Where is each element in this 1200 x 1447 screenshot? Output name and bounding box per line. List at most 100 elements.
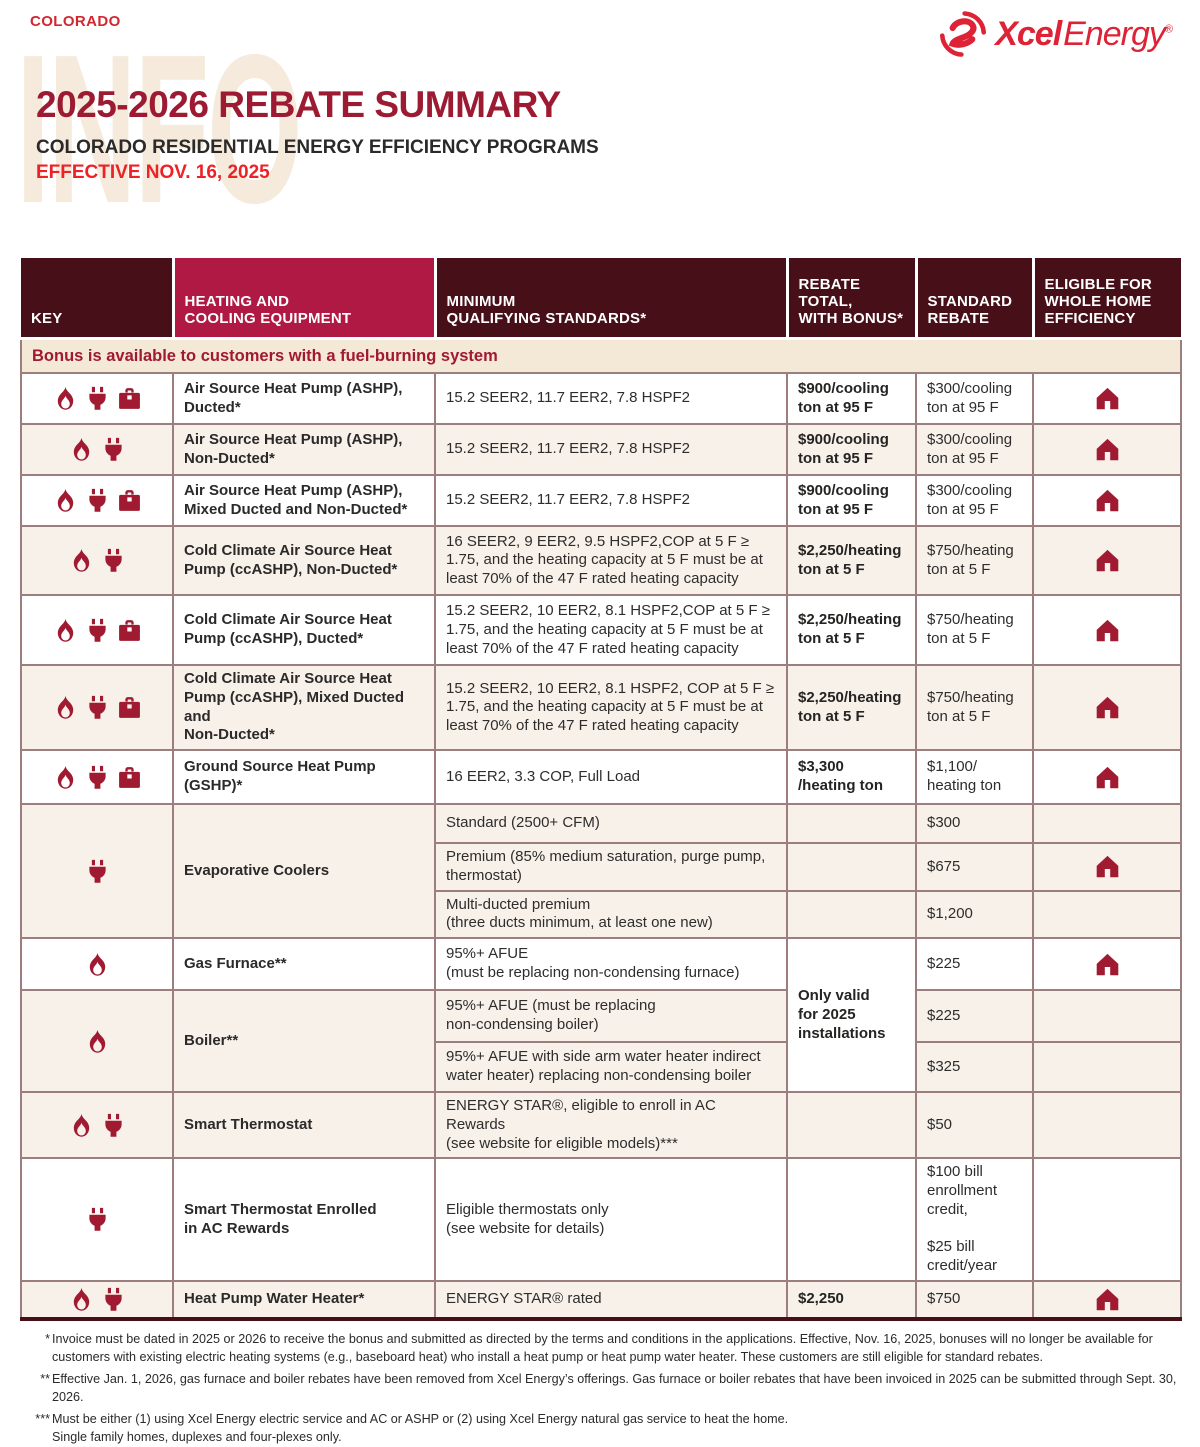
equipment-cell: Gas Furnace** — [172, 937, 436, 992]
flame-icon — [53, 618, 78, 643]
house-icon — [1094, 853, 1121, 880]
flame-icon — [69, 1113, 94, 1138]
key-cell — [20, 474, 174, 528]
standards-cell: Standard (2500+ CFM) — [434, 803, 788, 845]
key-cell — [20, 803, 174, 940]
footnote: * Invoice must be dated in 2025 or 2026 … — [20, 1331, 1180, 1366]
standard-rebate-cell: $225 — [915, 937, 1034, 992]
bonus-cell — [786, 1157, 917, 1282]
table-row-heat-pump-water-heater: Heat Pump Water Heater* ENERGY STAR® rat… — [20, 1279, 1182, 1320]
title-block: 2025-2026 REBATE SUMMARY COLORADO RESIDE… — [0, 0, 1200, 184]
rebate-table: KEY HEATING AND COOLING EQUIPMENT MINIMU… — [20, 258, 1182, 1321]
table-row-ccashp-non-ducted: Cold Climate Air Source Heat Pump (ccASH… — [20, 525, 1182, 597]
footnote-text: Must be either (1) using Xcel Energy ele… — [52, 1412, 789, 1444]
key-cell — [20, 937, 174, 992]
standards-cell: 95%+ AFUE (must be replacing non-condens… — [434, 937, 788, 992]
eligibility-cell — [1032, 803, 1182, 845]
table-header-row: KEY HEATING AND COOLING EQUIPMENT MINIMU… — [21, 258, 1181, 340]
plug-icon — [85, 765, 110, 790]
only-valid-2025-note: Only valid for 2025 installations — [786, 937, 917, 1094]
page-title: 2025-2026 REBATE SUMMARY — [36, 84, 561, 125]
toolbox-icon — [117, 618, 142, 643]
page-subtitle: COLORADO RESIDENTIAL ENERGY EFFICIENCY P… — [36, 137, 599, 158]
equipment-cell: Cold Climate Air Source Heat Pump (ccASH… — [172, 594, 436, 667]
bonus-cell: $2,250/heating ton at 5 F — [786, 594, 917, 667]
standards-cell: 16 SEER2, 9 EER2, 9.5 HSPF2,COP at 5 F ≥… — [434, 525, 788, 597]
flame-icon — [53, 488, 78, 513]
standard-rebate-cell: $300/cooling ton at 95 F — [915, 423, 1034, 477]
toolbox-icon — [117, 695, 142, 720]
footnote-marker: *** — [35, 1412, 50, 1427]
eligibility-cell — [1032, 1091, 1182, 1160]
table-row-ashp-non-ducted: Air Source Heat Pump (ASHP), Non-Ducted*… — [20, 423, 1182, 477]
bonus-cell: $2,250/heating ton at 5 F — [786, 525, 917, 597]
footnote: *** Must be either (1) using Xcel Energy… — [20, 1411, 1180, 1446]
equipment-cell: Ground Source Heat Pump (GSHP)* — [172, 749, 436, 806]
table-row-ashp-mixed: Air Source Heat Pump (ASHP), Mixed Ducte… — [20, 474, 1182, 528]
logo-brand-bold: Xcel — [995, 14, 1062, 53]
plug-icon — [101, 1287, 126, 1312]
xcel-logo-text: XcelEnergy® — [995, 14, 1173, 54]
info-watermark: INFO — [16, 10, 303, 247]
house-icon — [1094, 547, 1121, 574]
plug-icon — [101, 437, 126, 462]
flame-icon — [69, 1287, 94, 1312]
key-cell — [20, 664, 174, 752]
key-cell — [20, 372, 174, 426]
plug-icon — [101, 1113, 126, 1138]
plug-icon — [85, 859, 110, 884]
standard-rebate-cell: $750/heating ton at 5 F — [915, 525, 1034, 597]
standard-rebate-cell: $750 — [915, 1279, 1034, 1320]
toolbox-icon — [117, 386, 142, 411]
bonus-cell: $2,250/heating ton at 5 F — [786, 664, 917, 752]
key-cell — [20, 749, 174, 806]
equipment-cell: Heat Pump Water Heater* — [172, 1279, 436, 1320]
house-icon — [1094, 436, 1121, 463]
bonus-cell — [786, 889, 917, 940]
house-icon — [1094, 951, 1121, 978]
bonus-cell: $2,250 — [786, 1279, 917, 1320]
house-icon — [1094, 1286, 1121, 1313]
flame-icon — [85, 1029, 110, 1054]
standards-cell: 15.2 SEER2, 10 EER2, 8.1 HSPF2,COP at 5 … — [434, 594, 788, 667]
equipment-cell: Evaporative Coolers — [172, 803, 436, 940]
masthead: INFO 2025-2026 REBATE SUMMARY COLORADO R… — [0, 0, 1200, 250]
table-row-evap-premium: Premium (85% medium saturation, purge pu… — [21, 842, 1182, 892]
standards-cell: Premium (85% medium saturation, purge pu… — [434, 842, 788, 892]
column-header-key: KEY — [21, 258, 173, 340]
footnotes: * Invoice must be dated in 2025 or 2026 … — [20, 1331, 1180, 1447]
footnote-text: Invoice must be dated in 2025 or 2026 to… — [52, 1331, 1153, 1364]
bonus-cell: $900/cooling ton at 95 F — [786, 474, 917, 528]
flame-icon — [69, 548, 94, 573]
standards-cell: 15.2 SEER2, 10 EER2, 8.1 HSPF2, COP at 5… — [434, 664, 788, 752]
flame-icon — [53, 386, 78, 411]
registered-mark: ® — [1164, 23, 1173, 36]
equipment-cell: Air Source Heat Pump (ASHP), Mixed Ducte… — [172, 474, 436, 528]
house-icon — [1094, 385, 1121, 412]
region-label-bar: COLORADO — [30, 13, 121, 31]
standards-cell: 15.2 SEER2, 11.7 EER2, 7.8 HSPF2 — [434, 372, 788, 426]
flame-icon — [53, 695, 78, 720]
standards-cell: 95%+ AFUE with side arm water heater ind… — [434, 1041, 788, 1094]
standard-rebate-cell: $750/heating ton at 5 F — [915, 664, 1034, 752]
eligibility-cell — [1032, 594, 1182, 667]
standards-cell: 95%+ AFUE (must be replacing non-condens… — [434, 989, 788, 1044]
standard-rebate-cell: $675 — [915, 842, 1034, 892]
key-cell — [20, 1091, 174, 1160]
bonus-cell: $3,300 /heating ton — [786, 749, 917, 806]
standards-cell: Eligible thermostats only (see website f… — [434, 1157, 788, 1282]
bonus-cell — [786, 842, 917, 892]
house-icon — [1094, 617, 1121, 644]
table-row-evap-multi-ducted: Multi-ducted premium (three ducts minimu… — [21, 889, 1182, 940]
flame-icon — [53, 765, 78, 790]
column-header-standards: MINIMUM QUALIFYING STANDARDS* — [433, 258, 787, 340]
standard-rebate-cell: $750/heating ton at 5 F — [915, 594, 1034, 667]
plug-icon — [85, 618, 110, 643]
logo-brand-light: Energy — [1063, 14, 1166, 53]
footnote: ** Effective Jan. 1, 2026, gas furnace a… — [20, 1371, 1180, 1406]
table-row-ccashp-mixed: Cold Climate Air Source Heat Pump (ccASH… — [20, 664, 1182, 752]
key-cell — [20, 1279, 174, 1320]
eligibility-cell — [1032, 937, 1182, 992]
bonus-cell: $900/cooling ton at 95 F — [786, 372, 917, 426]
table-row-evap-standard: Evaporative Coolers Standard (2500+ CFM)… — [20, 803, 1182, 940]
